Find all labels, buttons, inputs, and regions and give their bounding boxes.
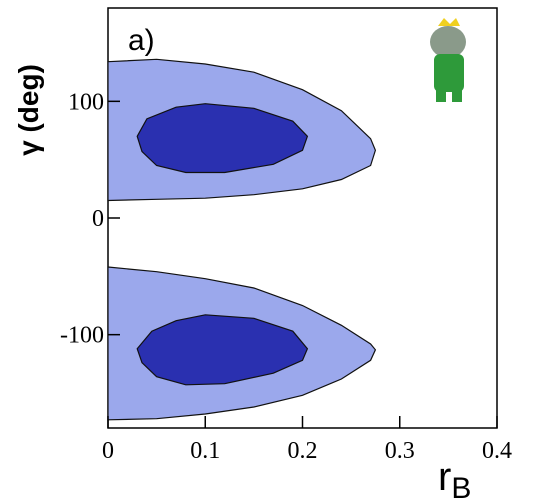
x-tick-label: 0.4 — [482, 438, 512, 464]
x-axis-label-main: r — [438, 455, 451, 499]
x-tick-label: 0 — [102, 438, 114, 464]
annotation: a) — [128, 24, 155, 57]
x-tick-label: 0.1 — [190, 438, 220, 464]
y-axis-label: γ (deg) — [13, 64, 44, 156]
logo-leg — [436, 90, 446, 102]
contour-region — [136, 103, 309, 174]
logo — [430, 18, 466, 102]
logo-leg — [452, 90, 462, 102]
logo-body — [434, 54, 464, 92]
plot-area — [107, 58, 377, 421]
x-axis-label: rB — [438, 455, 471, 502]
x-axis-label-subscript: B — [451, 472, 471, 502]
y-tick-label: 100 — [68, 89, 104, 115]
y-tick-label: -100 — [60, 323, 104, 349]
x-tick-label: 0.2 — [288, 438, 318, 464]
contour-region — [136, 314, 309, 386]
x-tick-label: 0.3 — [385, 438, 415, 464]
logo-head — [430, 26, 466, 58]
y-tick-label: 0 — [92, 206, 104, 232]
logo-crown — [438, 18, 460, 26]
